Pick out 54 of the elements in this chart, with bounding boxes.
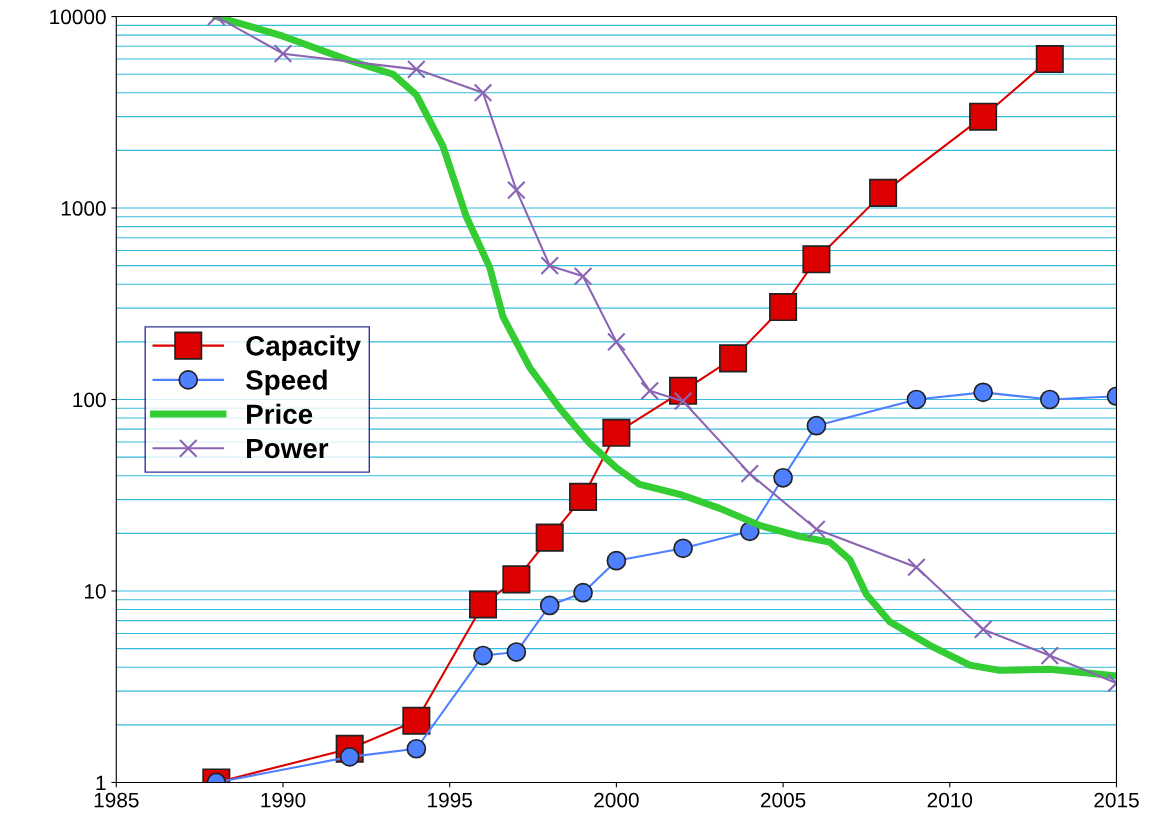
- point: [773, 467, 793, 488]
- point: [802, 245, 831, 274]
- point: [402, 706, 431, 735]
- x-tick-label: 2000: [594, 792, 639, 808]
- point: [906, 389, 927, 410]
- point: [673, 391, 693, 411]
- y-tick-label: 1: [96, 775, 106, 791]
- point: [769, 293, 798, 322]
- point: [907, 557, 926, 577]
- point: [673, 538, 693, 559]
- legend-label: Power: [247, 438, 329, 459]
- point: [1035, 45, 1064, 74]
- legend-label: Capacity: [246, 335, 361, 362]
- point: [606, 550, 627, 571]
- x-tick-label: 2015: [1094, 792, 1139, 808]
- legend-label: Speed: [245, 369, 327, 396]
- point: [569, 482, 598, 511]
- point: [573, 266, 593, 286]
- point: [973, 620, 993, 639]
- point: [740, 464, 760, 484]
- point: [535, 523, 564, 552]
- point: [640, 381, 660, 401]
- point: [506, 642, 527, 662]
- point: [573, 582, 593, 603]
- point: [406, 59, 426, 79]
- point: [973, 382, 993, 403]
- point: [1040, 646, 1060, 665]
- x-tick-label: 2010: [927, 792, 973, 808]
- point: [539, 595, 560, 616]
- point: [969, 102, 998, 131]
- x-tick-label: 1995: [428, 792, 472, 808]
- point: [540, 256, 560, 276]
- point: [502, 565, 531, 594]
- legend-label: Price: [247, 403, 313, 425]
- x-tick-label: 1985: [94, 792, 139, 808]
- x-tick-label: 1990: [261, 792, 306, 808]
- point: [719, 344, 748, 373]
- point: [869, 178, 898, 207]
- point: [273, 44, 293, 64]
- point: [406, 738, 427, 759]
- y-tick-label: 10000: [50, 9, 106, 25]
- y-tick-label: 100: [73, 392, 106, 408]
- y-tick-label: 1000: [61, 201, 106, 216]
- point: [806, 415, 827, 436]
- point: [469, 590, 498, 619]
- point: [602, 418, 631, 447]
- point: [507, 180, 526, 200]
- x-tick-label: 2005: [760, 792, 806, 808]
- point: [473, 645, 493, 666]
- point: [1039, 389, 1060, 410]
- y-tick-label: 10: [85, 583, 106, 599]
- point: [473, 83, 493, 103]
- point: [807, 519, 826, 539]
- point: [607, 332, 626, 352]
